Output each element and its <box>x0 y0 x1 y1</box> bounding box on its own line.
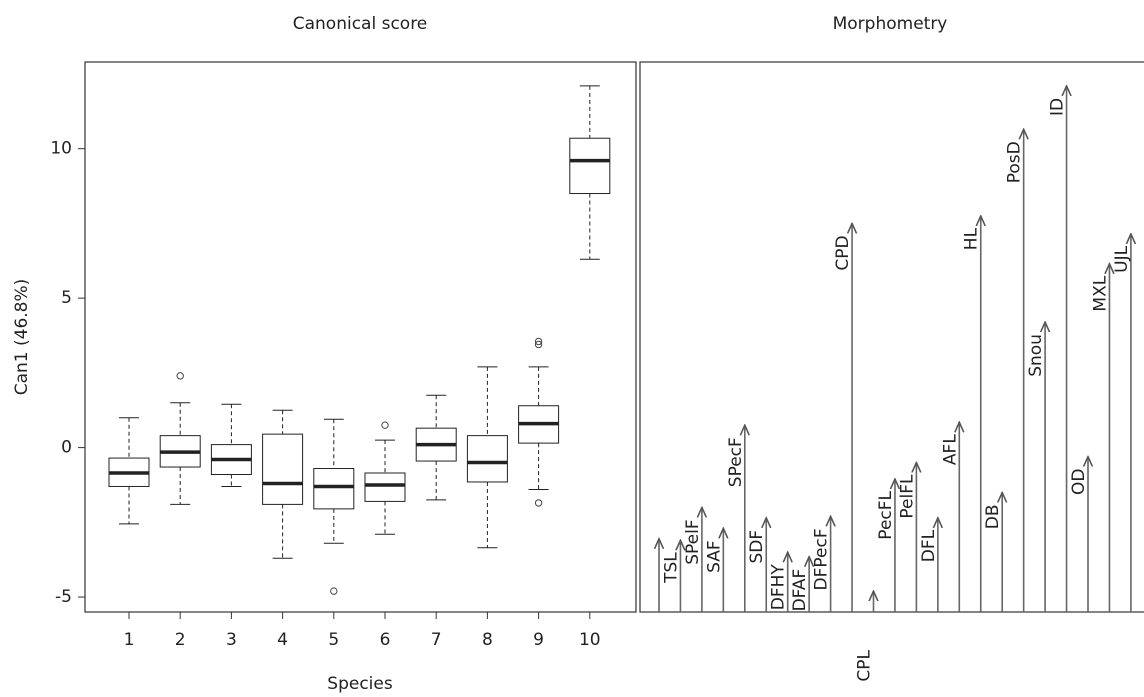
x-tick-label: 4 <box>277 630 288 650</box>
y-tick-label: 5 <box>61 288 72 308</box>
arrow-label: PecFL <box>876 490 896 539</box>
box <box>466 435 508 483</box>
box <box>569 137 611 195</box>
arrow-label: DFL <box>919 529 939 562</box>
arrow-label: PelFL <box>897 474 917 519</box>
arrow-label: CPD <box>833 235 853 270</box>
y-tick-label: 0 <box>61 438 72 458</box>
x-tick-label: 3 <box>226 630 237 650</box>
outlier <box>381 421 389 429</box>
arrow-label: AFL <box>940 434 960 465</box>
box <box>313 468 355 510</box>
arrow-label: CPL <box>855 649 875 681</box>
plot-frame <box>84 61 637 613</box>
x-axis-label: Species <box>327 674 393 694</box>
box <box>364 472 406 502</box>
outlier <box>534 337 543 346</box>
arrow-label: SPecF <box>726 437 746 487</box>
x-tick-label: 10 <box>579 630 601 650</box>
outlier <box>534 499 543 507</box>
x-tick-label: 5 <box>328 630 339 650</box>
outlier <box>534 340 543 349</box>
y-axis-label: Can1 (46.8%) <box>12 279 32 396</box>
outlier <box>176 372 184 380</box>
x-tick-label: 1 <box>124 630 135 650</box>
outlier <box>330 587 338 595</box>
x-tick-label: 7 <box>431 630 442 650</box>
arrow-label: DFPecF <box>812 528 832 590</box>
arrow-label: SDF <box>747 530 767 564</box>
arrow-label: DFHY <box>769 564 789 611</box>
arrow-label: OD <box>1069 469 1089 495</box>
x-tick-label: 6 <box>380 630 391 650</box>
y-tick-label: 10 <box>50 139 72 159</box>
arrow-label: ID <box>1048 98 1068 116</box>
arrow-label: TSL <box>661 552 681 584</box>
arrow-label: DFAF <box>790 569 810 612</box>
chart-title: Morphometry <box>833 14 948 34</box>
x-tick-label: 8 <box>482 630 493 650</box>
arrow-label: SAF <box>704 540 724 573</box>
y-tick-label: -5 <box>55 587 72 607</box>
arrow-label: UJL <box>1112 245 1132 272</box>
box <box>262 433 304 505</box>
arrow-label: DB <box>983 504 1003 529</box>
arrow-label: PosD <box>1005 141 1025 183</box>
x-tick-label: 2 <box>175 630 186 650</box>
arrow-label: HL <box>962 227 982 250</box>
arrow-label: Snou <box>1026 334 1046 377</box>
arrow-label: SPelF <box>683 519 703 564</box>
x-tick-label: 9 <box>533 630 544 650</box>
arrow-label: MXL <box>1090 275 1110 311</box>
chart-title: Canonical score <box>293 14 428 34</box>
